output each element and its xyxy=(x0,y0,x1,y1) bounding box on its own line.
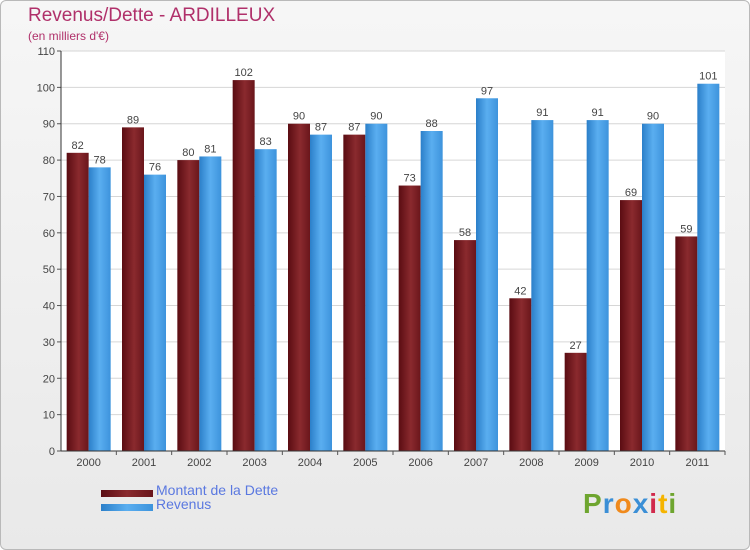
x-tick-label: 2006 xyxy=(408,457,432,469)
logo-letter: x xyxy=(632,488,650,519)
bar-revenus xyxy=(697,83,720,452)
x-tick-label: 2004 xyxy=(298,457,322,469)
legend-label-revenus: Revenus xyxy=(156,496,212,512)
y-tick-label: 110 xyxy=(37,46,55,58)
proxiti-logo: Proxiti xyxy=(583,488,677,520)
bar-revenus xyxy=(420,131,443,451)
bar-debt xyxy=(288,123,310,452)
x-tick-label: 2005 xyxy=(353,457,377,469)
bars xyxy=(66,80,720,452)
legend-swatch-debt xyxy=(101,490,153,497)
axes: 0 10 20 30 40 50 60 70 80 90 100 110 2000 2001 2002 200… xyxy=(37,46,726,469)
value-label-debt: 87 xyxy=(348,122,360,134)
bar-revenus xyxy=(365,123,388,452)
value-label-revenus: 90 xyxy=(647,111,659,123)
bar-debt xyxy=(675,236,698,451)
bar-debt xyxy=(343,134,366,452)
value-label-debt: 69 xyxy=(625,187,637,199)
bar-revenus xyxy=(254,149,277,451)
value-label-debt: 89 xyxy=(127,114,139,126)
logo-letter: i xyxy=(649,488,659,519)
bar-revenus xyxy=(642,123,664,452)
bar-debt xyxy=(620,200,642,451)
value-label-revenus: 97 xyxy=(481,85,493,97)
y-tick-label: 100 xyxy=(37,82,55,94)
y-tick-label: 60 xyxy=(43,228,55,240)
value-label-debt: 102 xyxy=(234,67,252,79)
logo-letter: i xyxy=(668,488,678,519)
grid xyxy=(61,50,725,452)
bar-debt xyxy=(454,240,476,451)
bar-debt xyxy=(66,152,89,451)
y-tick-label: 30 xyxy=(43,337,55,349)
x-tick-label: 2001 xyxy=(132,457,156,469)
value-label-revenus: 81 xyxy=(204,143,216,155)
bar-revenus xyxy=(310,134,332,452)
bar-revenus xyxy=(476,98,498,451)
y-tick-label: 50 xyxy=(43,264,55,276)
value-label-debt: 58 xyxy=(459,227,471,239)
x-tick-label: 2002 xyxy=(187,457,211,469)
legend-swatch-revenus xyxy=(101,504,153,511)
value-label-debt: 27 xyxy=(570,340,582,352)
value-label-revenus: 83 xyxy=(260,136,272,148)
value-labels: 82 78 89 76 80 81 102 83 90 87 87 90 73 88 58 97 42 91 27 9… xyxy=(72,67,718,352)
value-label-revenus: 78 xyxy=(94,154,106,166)
value-label-revenus: 76 xyxy=(149,162,161,174)
bar-revenus xyxy=(199,156,222,452)
y-tick-label: 40 xyxy=(43,301,55,313)
value-label-revenus: 88 xyxy=(426,118,438,130)
value-label-revenus: 91 xyxy=(536,107,548,119)
bar-revenus xyxy=(88,167,111,451)
value-label-debt: 82 xyxy=(72,140,84,152)
bar-debt xyxy=(509,298,532,451)
legend-label-debt: Montant de la Dette xyxy=(156,482,279,498)
bar-debt xyxy=(232,80,255,451)
bar-revenus xyxy=(144,174,166,452)
y-tick-label: 70 xyxy=(43,191,55,203)
bar-debt xyxy=(398,185,421,451)
y-tick-label: 90 xyxy=(43,119,55,131)
x-tick-label: 2000 xyxy=(76,457,100,469)
x-tick-label: 2010 xyxy=(630,457,654,469)
x-tick-label: 2008 xyxy=(519,457,543,469)
y-tick-label: 0 xyxy=(49,446,55,458)
value-label-revenus: 90 xyxy=(370,111,382,123)
value-label-debt: 59 xyxy=(680,223,692,235)
logo-letter: t xyxy=(658,488,669,519)
value-label-debt: 80 xyxy=(182,147,194,159)
value-label-debt: 73 xyxy=(404,173,416,185)
logo-letter: r xyxy=(602,488,615,519)
bar-debt xyxy=(564,352,587,451)
value-label-debt: 42 xyxy=(514,285,526,297)
logo-letter: o xyxy=(614,488,633,519)
y-tick-label: 20 xyxy=(43,373,55,385)
bar-debt xyxy=(122,127,144,451)
bar-revenus xyxy=(531,120,554,451)
value-label-revenus: 87 xyxy=(315,122,327,134)
x-tick-label: 2003 xyxy=(242,457,266,469)
bar-debt xyxy=(177,160,200,451)
chart-subtitle: (en milliers d'€) xyxy=(28,29,109,43)
logo-letter: P xyxy=(583,488,603,519)
y-tick-label: 10 xyxy=(43,410,55,422)
plot-area xyxy=(61,51,725,451)
y-tick-label: 80 xyxy=(43,155,55,167)
x-tick-label: 2007 xyxy=(464,457,488,469)
x-tick-label: 2011 xyxy=(686,457,710,469)
value-label-debt: 90 xyxy=(293,111,305,123)
chart-title: Revenus/Dette - ARDILLEUX xyxy=(28,5,276,26)
bar-revenus xyxy=(586,120,609,451)
value-label-revenus: 91 xyxy=(592,107,604,119)
x-tick-label: 2009 xyxy=(574,457,598,469)
value-label-revenus: 101 xyxy=(699,71,717,83)
